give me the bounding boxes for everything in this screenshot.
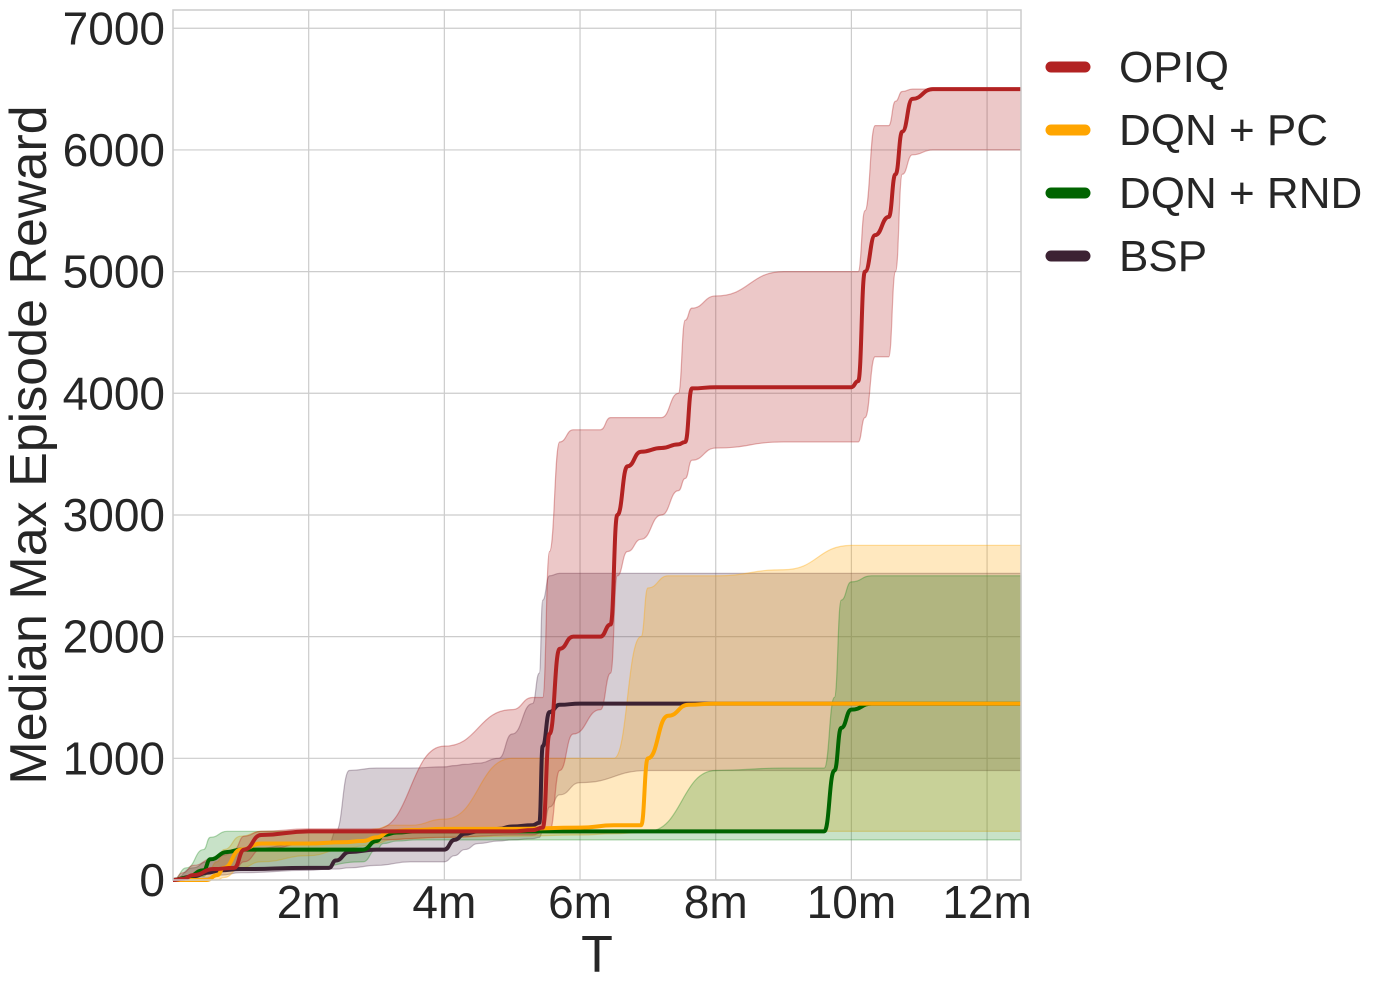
x-axis-label: T: [581, 926, 613, 984]
series-line: [172, 87, 1021, 882]
y-axis-ticks: 0 1000 2000 3000 4000 5000 6000 7000: [63, 2, 165, 906]
plot-frame: [172, 9, 1022, 881]
y-tick-label: 4000: [63, 367, 165, 419]
y-axis-label: Median Max Episode Reward: [0, 105, 58, 784]
legend-label: OPIQ: [1119, 43, 1229, 92]
x-tick-label: 6m: [548, 876, 612, 928]
y-tick-label: 0: [139, 854, 165, 906]
x-tick-label: 2m: [277, 876, 341, 928]
y-tick-label: 6000: [63, 124, 165, 176]
x-tick-label: 10m: [807, 876, 896, 928]
y-tick-label: 3000: [63, 489, 165, 541]
x-tick-label: 8m: [684, 876, 748, 928]
y-tick-label: 1000: [63, 732, 165, 784]
x-axis-ticks: 2m 4m 6m 8m 10m 12m: [277, 876, 1032, 928]
x-tick-label: 4m: [412, 876, 476, 928]
series-lines: [172, 87, 1021, 882]
legend: OPIQ DQN + PC DQN + RND BSP: [1045, 43, 1362, 281]
grid: [173, 10, 1021, 881]
y-tick-label: 7000: [63, 2, 165, 54]
legend-label: DQN + RND: [1119, 169, 1362, 218]
confidence-bands: [172, 88, 1022, 881]
y-tick-label: 5000: [63, 246, 165, 298]
y-tick-label: 2000: [63, 611, 165, 663]
x-tick-label: 12m: [942, 876, 1031, 928]
plot-background: [173, 10, 1021, 880]
legend-label: BSP: [1119, 232, 1207, 281]
legend-label: DQN + PC: [1119, 106, 1328, 155]
